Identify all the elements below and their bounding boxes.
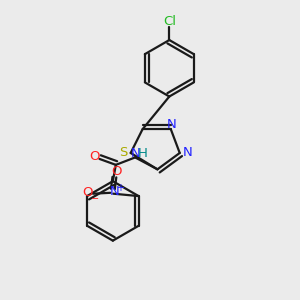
Text: N: N	[167, 118, 177, 131]
Text: O: O	[111, 166, 122, 178]
Text: +: +	[116, 183, 124, 193]
Text: N: N	[182, 146, 192, 159]
Text: S: S	[119, 146, 128, 160]
Text: H: H	[138, 147, 148, 161]
Text: N: N	[110, 185, 120, 198]
Text: O: O	[82, 186, 93, 199]
Text: N: N	[130, 147, 140, 161]
Text: O: O	[89, 150, 99, 163]
Text: −: −	[92, 194, 100, 204]
Text: Cl: Cl	[163, 15, 176, 28]
